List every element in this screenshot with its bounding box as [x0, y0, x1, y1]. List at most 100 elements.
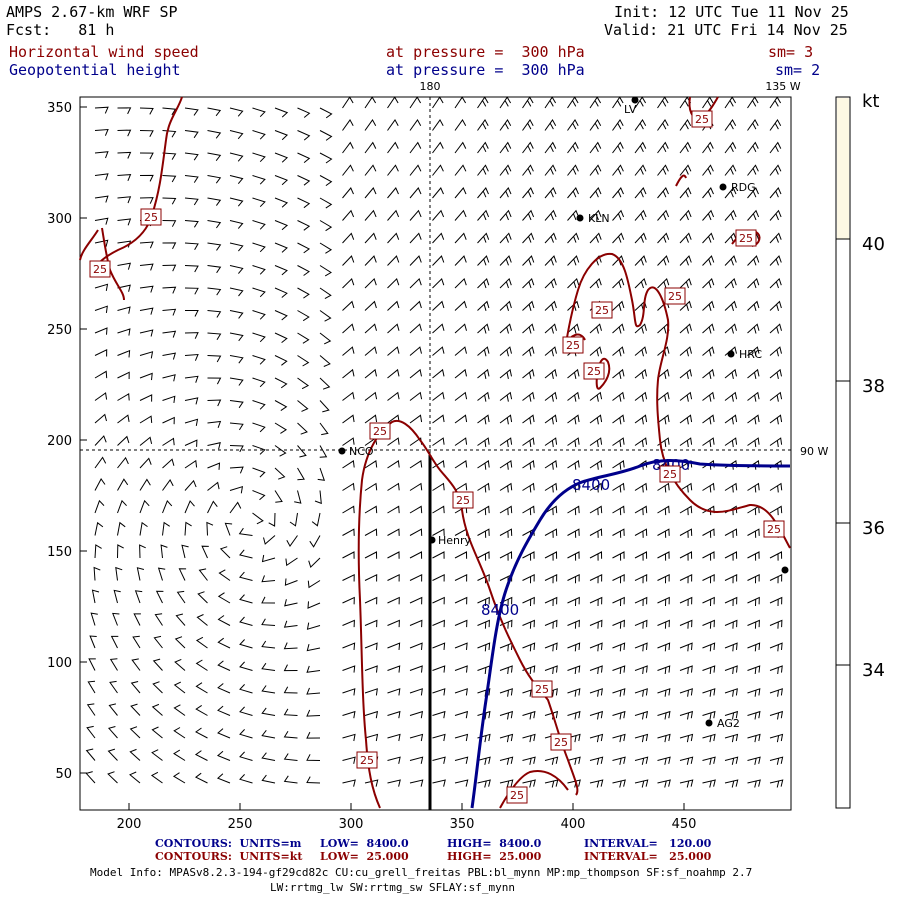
wind-barb: [589, 642, 603, 652]
wind-barb: [634, 437, 648, 448]
wind-barb: [117, 393, 130, 401]
wind-barb: [139, 329, 154, 337]
wind-barb: [477, 300, 490, 311]
wind-barb: [195, 704, 208, 716]
wind-barb: [747, 733, 761, 743]
wind-barb: [314, 490, 322, 505]
wind-barb: [283, 730, 298, 739]
wind-barb: [195, 682, 208, 694]
wind-barb: [306, 754, 321, 761]
wind-barb: [657, 482, 670, 493]
wind-barb: [219, 546, 231, 559]
wind-barb: [274, 332, 288, 343]
wind-barb: [409, 460, 423, 469]
wind-barb: [612, 187, 624, 199]
wind-barb: [567, 619, 580, 629]
wind-barb: [544, 323, 557, 334]
wind-barb: [769, 596, 783, 607]
wind-barb: [679, 596, 693, 607]
wind-barb: [747, 437, 760, 448]
wind-barb: [364, 164, 377, 176]
wind-barb: [544, 779, 559, 788]
wind-barb: [634, 96, 647, 109]
wind-barb: [94, 283, 109, 291]
wind-barb: [454, 460, 468, 469]
wind-barb: [567, 437, 580, 448]
wind-barb: [657, 118, 669, 131]
wind-barb: [679, 505, 693, 516]
wind-barb: [86, 703, 96, 716]
wind-barb: [217, 637, 231, 649]
wind-label: 25: [93, 263, 107, 276]
wind-barb: [769, 414, 783, 425]
wind-barb: [454, 779, 469, 787]
wind-barb: [387, 255, 400, 266]
model-title: AMPS 2.67-km WRF SP: [6, 3, 178, 21]
wind-barb: [589, 277, 602, 289]
wind-barb: [544, 437, 558, 448]
wind-barb: [364, 187, 377, 199]
wind-barb: [283, 664, 298, 672]
wind-barb: [702, 642, 716, 652]
field1-name: Horizontal wind speed: [9, 43, 199, 61]
wind-barb: [229, 130, 244, 140]
wind-barb: [477, 414, 490, 425]
wind-barb: [679, 482, 693, 493]
forecast-hour: Fcst: 81 h: [6, 21, 115, 39]
wind-barb: [181, 544, 189, 559]
wind-barb: [724, 187, 737, 199]
wind-barb: [522, 96, 534, 109]
x-tick-label: 450: [672, 817, 697, 832]
wind-barb: [297, 400, 309, 412]
wind-barb: [157, 567, 166, 581]
wind-barb: [612, 414, 625, 425]
wind-barb: [522, 323, 535, 334]
wind-barb: [387, 414, 400, 424]
wind-barb: [409, 187, 422, 199]
wind-barb: [173, 704, 186, 716]
wind-barb: [747, 619, 760, 629]
wind-barb: [657, 551, 670, 561]
wind-barb: [612, 505, 625, 516]
wind-barb: [567, 96, 579, 109]
wind-barb: [522, 756, 536, 765]
wind-barb: [206, 521, 214, 536]
wind-barb: [612, 300, 625, 311]
y-tick-label: 150: [47, 545, 72, 560]
wind-barb: [724, 710, 739, 720]
wind-barb: [117, 306, 131, 314]
wind-barb: [679, 642, 693, 652]
wind-barb: [634, 688, 648, 697]
footer-contour1-high: HIGH= 8400.0: [447, 837, 542, 850]
wind-barb: [175, 613, 186, 626]
wind-barb: [342, 118, 354, 131]
wind-barb: [454, 323, 467, 334]
wind-barb: [724, 756, 739, 765]
wind-barb: [657, 141, 669, 154]
wind-barb: [173, 749, 186, 761]
wind-barb: [117, 151, 132, 159]
wind-barb: [679, 665, 693, 675]
wind-barb: [274, 490, 283, 503]
y-tick-label: 250: [47, 323, 72, 338]
wind-barb: [162, 264, 177, 272]
wind-barb: [129, 771, 141, 784]
wind-barb: [544, 596, 558, 607]
wind-barb: [702, 232, 715, 244]
wind-barb: [229, 445, 244, 453]
wind-barb: [274, 355, 288, 366]
wind-barb: [319, 377, 331, 390]
wind-barb: [110, 635, 119, 649]
wind-barb: [342, 209, 355, 221]
wind-barb: [261, 662, 276, 671]
wind-barb: [544, 187, 557, 199]
wind-barb: [702, 733, 716, 743]
wind-barb: [477, 323, 490, 334]
wind-barb: [94, 173, 109, 181]
wind-barb: [724, 96, 737, 109]
wind-barb: [724, 209, 737, 221]
wind-barb: [454, 756, 469, 764]
wind-barb: [522, 414, 535, 425]
wind-barb: [387, 277, 400, 289]
